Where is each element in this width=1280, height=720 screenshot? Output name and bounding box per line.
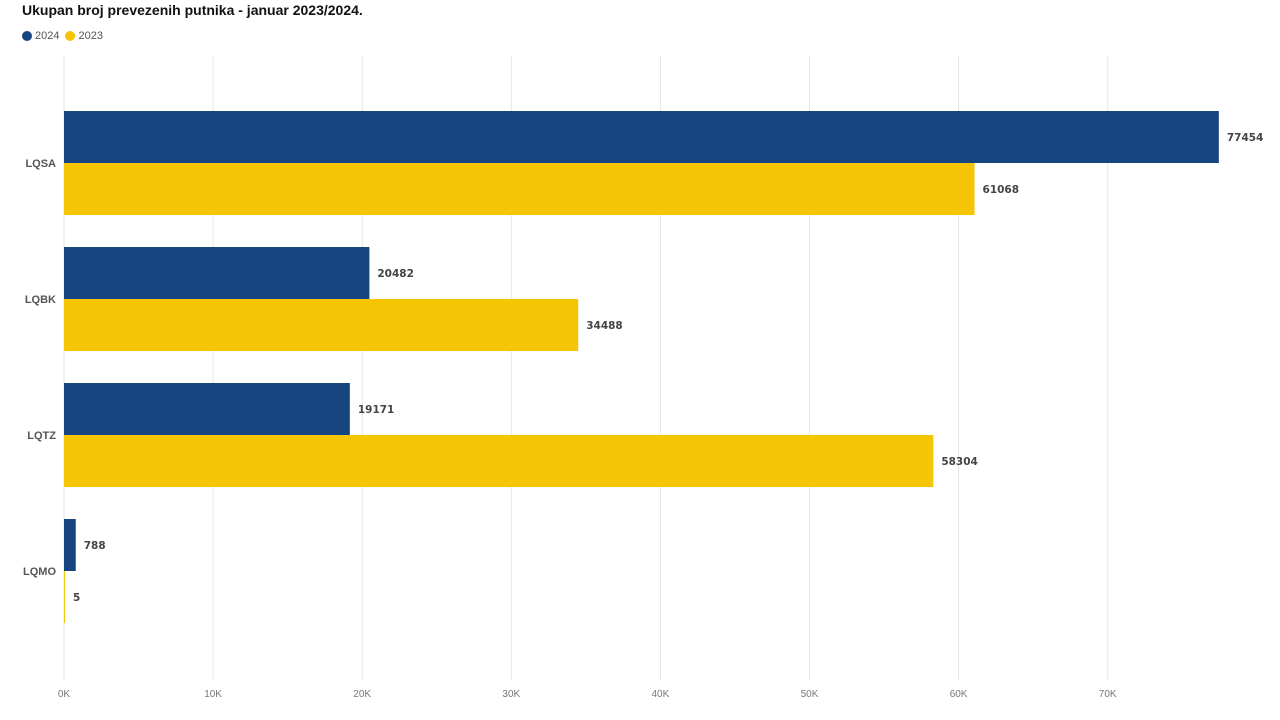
bar-lqtz-2023 <box>64 435 934 487</box>
bar-lqsa-2024 <box>64 111 1219 163</box>
data-label-lqsa-2024: 77454 <box>1227 132 1264 144</box>
x-tick-label-2: 20K <box>353 689 371 700</box>
bar-lqsa-2023 <box>64 163 975 215</box>
legend-item-2024[interactable]: 2024 <box>22 30 59 42</box>
data-label-lqmo-2024: 788 <box>84 540 106 552</box>
category-label-lqsa: LQSA <box>25 158 56 170</box>
data-label-lqsa-2023: 61068 <box>983 184 1020 196</box>
x-tick-label-1: 10K <box>204 689 222 700</box>
category-label-lqmo: LQMO <box>23 566 56 578</box>
legend-marker-2024 <box>22 31 32 41</box>
x-tick-label-6: 60K <box>950 689 968 700</box>
bar-lqbk-2024 <box>64 247 370 299</box>
x-tick-label-0: 0K <box>58 689 71 700</box>
category-label-lqbk: LQBK <box>25 294 56 306</box>
bar-lqmo-2023 <box>64 571 65 623</box>
chart-title: Ukupan broj prevezenih putnika - januar … <box>22 2 363 18</box>
x-tick-label-5: 50K <box>801 689 819 700</box>
legend: 2024 2023 <box>22 30 103 42</box>
legend-label-2024: 2024 <box>35 30 60 42</box>
legend-label-2023: 2023 <box>78 30 103 42</box>
data-label-lqbk-2024: 20482 <box>377 268 414 280</box>
data-label-lqtz-2023: 58304 <box>941 456 978 468</box>
bar-lqmo-2024 <box>64 519 76 571</box>
x-tick-label-3: 30K <box>502 689 520 700</box>
data-label-lqbk-2023: 34488 <box>586 320 623 332</box>
x-tick-label-4: 40K <box>652 689 670 700</box>
x-tick-label-7: 70K <box>1099 689 1117 700</box>
data-label-lqmo-2023: 5 <box>73 592 80 604</box>
bar-lqbk-2023 <box>64 299 579 351</box>
legend-marker-2023 <box>65 31 76 41</box>
bar-lqtz-2024 <box>64 383 350 435</box>
legend-item-2023[interactable]: 2023 <box>65 30 103 42</box>
category-label-lqtz: LQTZ <box>27 430 56 442</box>
data-label-lqtz-2024: 19171 <box>358 404 395 416</box>
